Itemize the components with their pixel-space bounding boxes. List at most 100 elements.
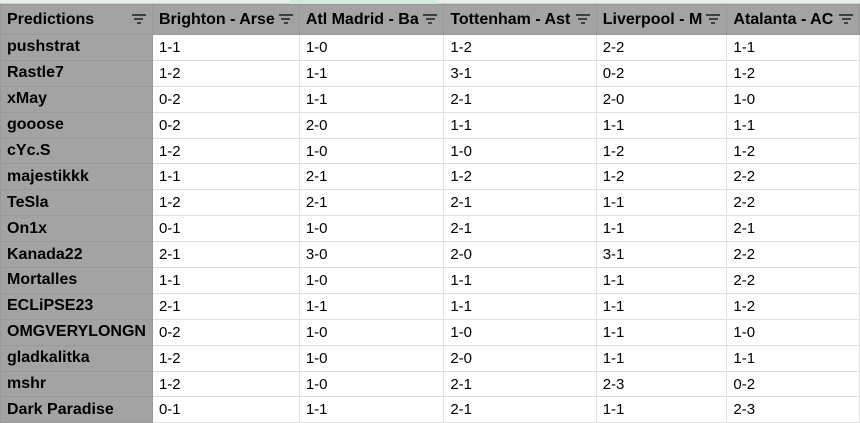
player-name-cell[interactable]: pushstrat bbox=[0, 34, 153, 61]
prediction-cell[interactable]: 1-2 bbox=[151, 59, 300, 87]
prediction-cell[interactable]: 1-1 bbox=[726, 344, 860, 372]
prediction-cell[interactable]: 1-0 bbox=[298, 370, 445, 398]
prediction-cell[interactable]: 1-0 bbox=[298, 267, 445, 294]
prediction-cell[interactable]: 2-1 bbox=[443, 396, 597, 423]
player-name-cell[interactable]: majestikkk bbox=[0, 163, 153, 191]
prediction-cell[interactable]: 2-1 bbox=[151, 241, 300, 269]
prediction-cell[interactable]: 0-2 bbox=[151, 111, 300, 139]
prediction-cell[interactable]: 2-2 bbox=[726, 163, 860, 191]
prediction-cell[interactable]: 3-1 bbox=[443, 59, 597, 87]
prediction-cell[interactable]: 1-1 bbox=[298, 396, 445, 423]
prediction-cell[interactable]: 0-1 bbox=[151, 215, 300, 243]
prediction-cell[interactable]: 1-1 bbox=[298, 59, 445, 87]
prediction-cell[interactable]: 1-1 bbox=[595, 189, 728, 217]
prediction-cell[interactable]: 1-1 bbox=[298, 85, 445, 113]
prediction-cell[interactable]: 1-1 bbox=[595, 396, 728, 423]
prediction-cell[interactable]: 1-2 bbox=[443, 34, 597, 61]
column-header[interactable]: Atalanta - AC bbox=[726, 4, 860, 35]
column-header[interactable]: Predictions bbox=[0, 4, 153, 35]
prediction-cell[interactable]: 1-0 bbox=[443, 137, 597, 165]
prediction-cell[interactable]: 1-1 bbox=[726, 34, 860, 61]
prediction-cell[interactable]: 2-1 bbox=[726, 215, 860, 243]
prediction-cell[interactable]: 0-1 bbox=[151, 396, 300, 423]
prediction-cell[interactable]: 2-1 bbox=[151, 292, 300, 320]
prediction-cell[interactable]: 1-0 bbox=[298, 344, 445, 372]
prediction-cell[interactable]: 1-2 bbox=[443, 163, 597, 191]
prediction-cell[interactable]: 2-0 bbox=[443, 344, 597, 372]
column-header[interactable]: Brighton - Arse bbox=[151, 4, 300, 35]
prediction-cell[interactable]: 2-0 bbox=[298, 111, 445, 139]
player-name-cell[interactable]: ECLiPSE23 bbox=[0, 292, 153, 320]
prediction-cell[interactable]: 1-2 bbox=[595, 163, 728, 191]
player-name-cell[interactable]: xMay bbox=[0, 85, 153, 113]
prediction-cell[interactable]: 2-1 bbox=[298, 189, 445, 217]
prediction-cell[interactable]: 1-0 bbox=[298, 34, 445, 61]
player-name-cell[interactable]: Rastle7 bbox=[0, 59, 153, 87]
prediction-cell[interactable]: 1-2 bbox=[726, 59, 860, 87]
prediction-cell[interactable]: 2-1 bbox=[443, 215, 597, 243]
prediction-cell[interactable]: 2-1 bbox=[443, 85, 597, 113]
prediction-cell[interactable]: 1-1 bbox=[595, 111, 728, 139]
prediction-cell[interactable]: 0-2 bbox=[151, 85, 300, 113]
prediction-cell[interactable]: 1-2 bbox=[151, 137, 300, 165]
prediction-cell[interactable]: 1-0 bbox=[298, 318, 445, 346]
prediction-cell[interactable]: 1-1 bbox=[151, 34, 300, 61]
column-header[interactable]: Tottenham - Ast bbox=[443, 4, 597, 35]
player-name-cell[interactable]: mshr bbox=[0, 370, 153, 398]
filter-icon[interactable] bbox=[131, 14, 146, 26]
prediction-cell[interactable]: 0-2 bbox=[726, 370, 860, 398]
player-name-cell[interactable]: Kanada22 bbox=[0, 241, 153, 269]
prediction-cell[interactable]: 1-1 bbox=[151, 267, 300, 294]
prediction-cell[interactable]: 2-2 bbox=[726, 189, 860, 217]
prediction-cell[interactable]: 1-1 bbox=[443, 292, 597, 320]
prediction-cell[interactable]: 1-0 bbox=[298, 137, 445, 165]
filter-icon[interactable] bbox=[575, 14, 590, 26]
column-header[interactable]: Atl Madrid - Ba bbox=[298, 4, 445, 35]
prediction-cell[interactable]: 1-0 bbox=[726, 318, 860, 346]
prediction-cell[interactable]: 1-1 bbox=[443, 267, 597, 294]
player-name-cell[interactable]: cYc.S bbox=[0, 137, 153, 165]
prediction-cell[interactable]: 1-2 bbox=[726, 137, 860, 165]
column-header[interactable]: Liverpool - M bbox=[595, 4, 728, 35]
prediction-cell[interactable]: 2-3 bbox=[726, 396, 860, 423]
prediction-cell[interactable]: 2-0 bbox=[443, 241, 597, 269]
prediction-cell[interactable]: 1-1 bbox=[595, 318, 728, 346]
prediction-cell[interactable]: 1-2 bbox=[151, 370, 300, 398]
prediction-cell[interactable]: 1-1 bbox=[298, 292, 445, 320]
player-name-cell[interactable]: Dark Paradise bbox=[0, 396, 153, 423]
prediction-cell[interactable]: 0-2 bbox=[595, 59, 728, 87]
filter-icon[interactable] bbox=[706, 14, 721, 26]
prediction-cell[interactable]: 2-1 bbox=[298, 163, 445, 191]
prediction-cell[interactable]: 1-1 bbox=[443, 111, 597, 139]
filter-icon[interactable] bbox=[278, 14, 293, 26]
prediction-cell[interactable]: 1-1 bbox=[151, 163, 300, 191]
prediction-cell[interactable]: 1-0 bbox=[443, 318, 597, 346]
player-name-cell[interactable]: TeSla bbox=[0, 189, 153, 217]
filter-icon[interactable] bbox=[423, 14, 438, 26]
prediction-cell[interactable]: 1-1 bbox=[595, 292, 728, 320]
prediction-cell[interactable]: 0-2 bbox=[151, 318, 300, 346]
prediction-cell[interactable]: 2-2 bbox=[595, 34, 728, 61]
prediction-cell[interactable]: 2-3 bbox=[595, 370, 728, 398]
prediction-cell[interactable]: 1-1 bbox=[595, 344, 728, 372]
prediction-cell[interactable]: 1-2 bbox=[726, 292, 860, 320]
prediction-cell[interactable]: 2-1 bbox=[443, 189, 597, 217]
prediction-cell[interactable]: 2-2 bbox=[726, 267, 860, 294]
prediction-cell[interactable]: 1-2 bbox=[595, 137, 728, 165]
prediction-cell[interactable]: 2-2 bbox=[726, 241, 860, 269]
prediction-cell[interactable]: 2-0 bbox=[595, 85, 728, 113]
prediction-cell[interactable]: 2-1 bbox=[443, 370, 597, 398]
player-name-cell[interactable]: gladkalitka bbox=[0, 344, 153, 372]
prediction-cell[interactable]: 1-2 bbox=[151, 189, 300, 217]
player-name-cell[interactable]: OMGVERYLONGN bbox=[0, 318, 153, 346]
prediction-cell[interactable]: 3-0 bbox=[298, 241, 445, 269]
player-name-cell[interactable]: gooose bbox=[0, 111, 153, 139]
prediction-cell[interactable]: 3-1 bbox=[595, 241, 728, 269]
prediction-cell[interactable]: 1-1 bbox=[595, 267, 728, 294]
prediction-cell[interactable]: 1-1 bbox=[595, 215, 728, 243]
prediction-cell[interactable]: 1-0 bbox=[298, 215, 445, 243]
prediction-cell[interactable]: 1-0 bbox=[726, 85, 860, 113]
filter-icon[interactable] bbox=[839, 14, 853, 26]
player-name-cell[interactable]: On1x bbox=[0, 215, 153, 243]
prediction-cell[interactable]: 1-2 bbox=[151, 344, 300, 372]
